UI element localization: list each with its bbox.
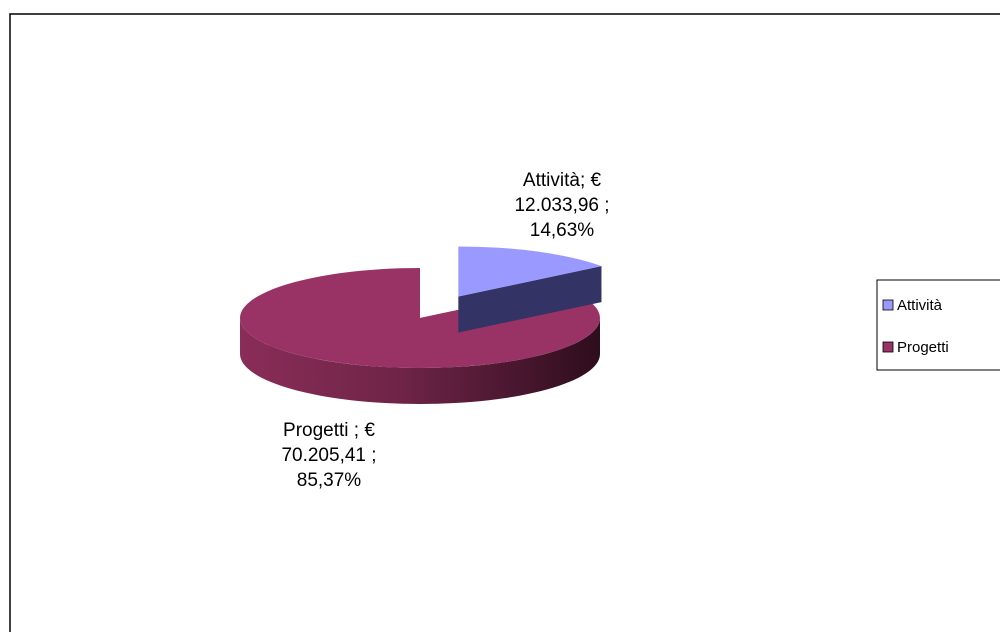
legend-label: Progetti [897,339,949,356]
legend-swatch [882,341,894,353]
slice [458,246,602,297]
data-label: Attività; € 12.033,96 ; 14,63% [514,170,610,241]
legend-swatch [882,299,894,311]
slice-wall [240,318,600,404]
data-label: Progetti ; € 70.205,41 ; 85,37% [281,420,377,491]
chart-border [9,13,1000,632]
legend-box [876,279,1000,371]
legend-label: Attività [897,297,943,314]
slice [239,268,600,368]
slice-side [458,266,602,333]
